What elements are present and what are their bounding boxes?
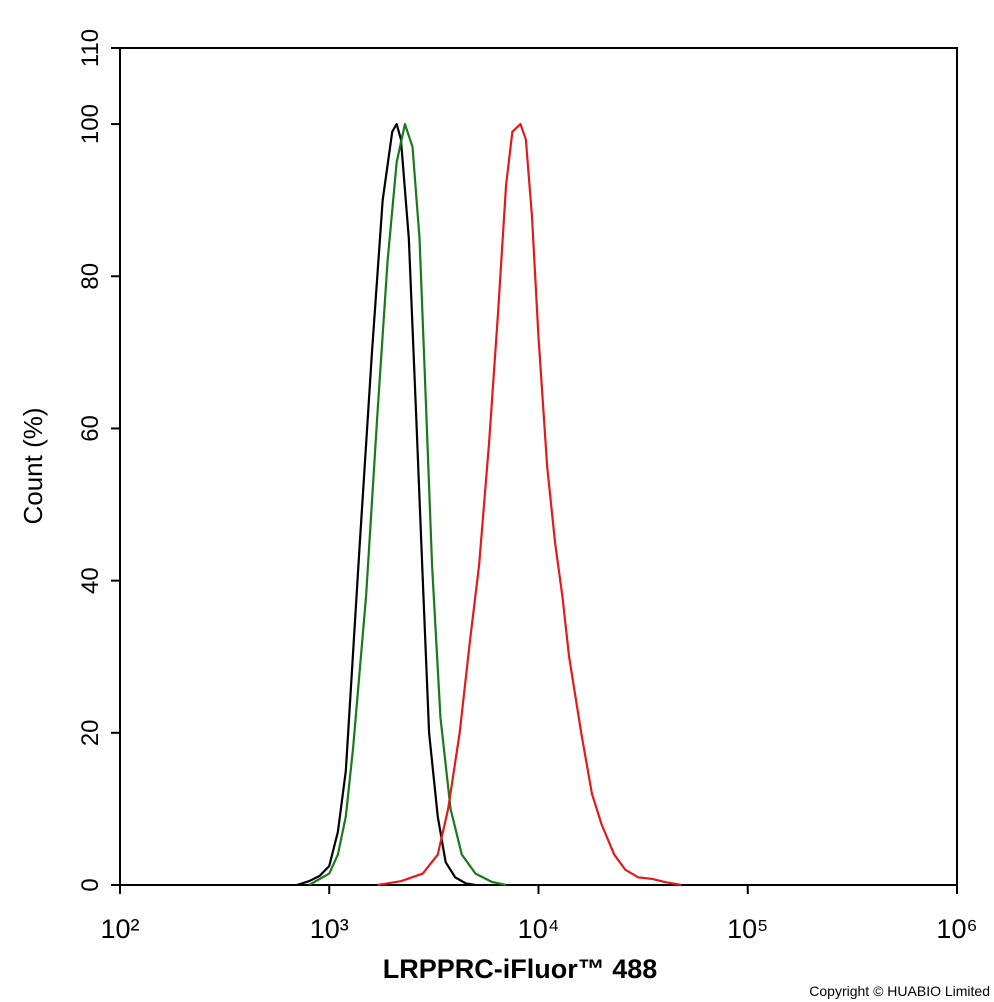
x-tick-label: 10⁴ xyxy=(518,914,560,944)
y-tick-label: 100 xyxy=(77,104,104,144)
y-tick-label: 20 xyxy=(77,719,104,746)
y-tick-label: 80 xyxy=(77,263,104,290)
plot-frame xyxy=(119,47,958,886)
x-axis-label: LRPPRC-iFluor™ 488 xyxy=(383,954,658,984)
histogram-line xyxy=(308,122,507,887)
y-tick-label: 0 xyxy=(77,878,104,891)
x-tick-label: 10³ xyxy=(310,914,349,944)
copyright: Copyright © HUABIO Limited xyxy=(809,983,990,999)
y-tick-label: 110 xyxy=(77,29,104,67)
x-tick-label: 10² xyxy=(100,914,139,944)
x-tick-label: 10⁶ xyxy=(936,914,977,944)
y-tick-label: 60 xyxy=(77,415,104,442)
y-axis-label: Count (%) xyxy=(18,407,48,524)
histogram-line xyxy=(377,122,682,887)
x-tick-label: 10⁵ xyxy=(727,914,768,944)
y-tick-label: 40 xyxy=(77,567,104,594)
histogram-line xyxy=(296,122,476,887)
